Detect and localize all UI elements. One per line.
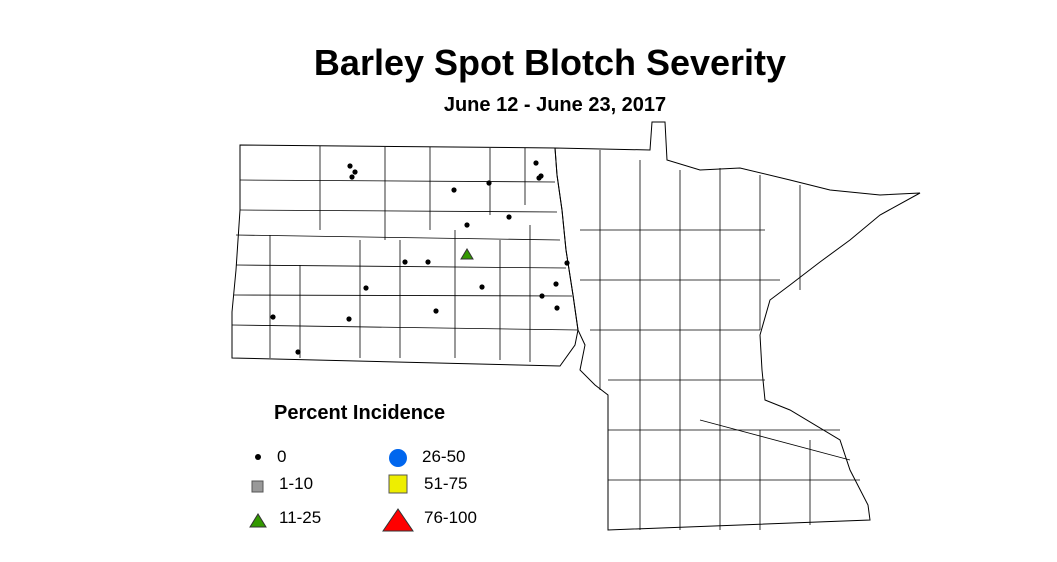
county-line xyxy=(235,264,567,269)
county-boundaries xyxy=(231,146,860,530)
observation-point-0 xyxy=(352,169,358,175)
observation-point-0 xyxy=(402,259,408,265)
observation-points xyxy=(270,160,570,355)
legend-label-3: 26-50 xyxy=(422,447,465,466)
minnesota-outline xyxy=(554,121,921,531)
observation-point-0 xyxy=(539,293,545,299)
observation-point-0 xyxy=(347,163,353,169)
observation-point-0 xyxy=(506,214,512,220)
north-dakota-outline xyxy=(231,144,579,367)
observation-point-0 xyxy=(295,349,301,355)
observation-point-0 xyxy=(363,285,369,291)
observation-point-0 xyxy=(349,174,355,180)
county-line xyxy=(699,419,851,461)
legend-square-51-75-icon xyxy=(388,474,408,494)
observation-point-0 xyxy=(553,281,559,287)
legend-label-1: 1-10 xyxy=(279,474,313,493)
observation-point-0 xyxy=(479,284,485,290)
legend-triangle-76-100-icon xyxy=(382,508,414,532)
legend-label-5: 76-100 xyxy=(424,508,477,527)
observation-point-0 xyxy=(564,260,570,266)
legend-triangle-11-25-icon xyxy=(249,513,267,528)
observation-point-0 xyxy=(425,259,431,265)
map-subtitle: June 12 - June 23, 2017 xyxy=(443,94,667,116)
legend-label-4: 51-75 xyxy=(424,474,467,493)
county-line xyxy=(239,209,558,213)
observation-point-0 xyxy=(270,314,276,320)
county-line xyxy=(231,324,579,331)
legend-square-1-10-icon xyxy=(251,480,264,493)
observation-point-0 xyxy=(554,305,560,311)
observation-point-0 xyxy=(451,187,457,193)
legend-label-0: 0 xyxy=(277,447,286,466)
legend-label-2: 11-25 xyxy=(279,508,321,527)
map-title: Barley Spot Blotch Severity xyxy=(313,42,787,83)
observation-point-0 xyxy=(464,222,470,228)
observation-point-11-25 xyxy=(460,248,474,260)
legend-circle-26-50-icon xyxy=(389,449,407,467)
observation-point-0 xyxy=(433,308,439,314)
observation-point-0 xyxy=(533,160,539,166)
observation-point-0 xyxy=(346,316,352,322)
legend: Percent Incidence 0 1-10 11-25 26-50 51-… xyxy=(249,402,477,532)
county-line xyxy=(239,179,556,183)
county-line xyxy=(235,234,561,241)
legend-title: Percent Incidence xyxy=(274,402,445,424)
observation-point-0 xyxy=(536,175,542,181)
county-line xyxy=(233,294,573,297)
legend-dot-0-icon xyxy=(255,454,261,460)
observation-point-0 xyxy=(486,180,492,186)
